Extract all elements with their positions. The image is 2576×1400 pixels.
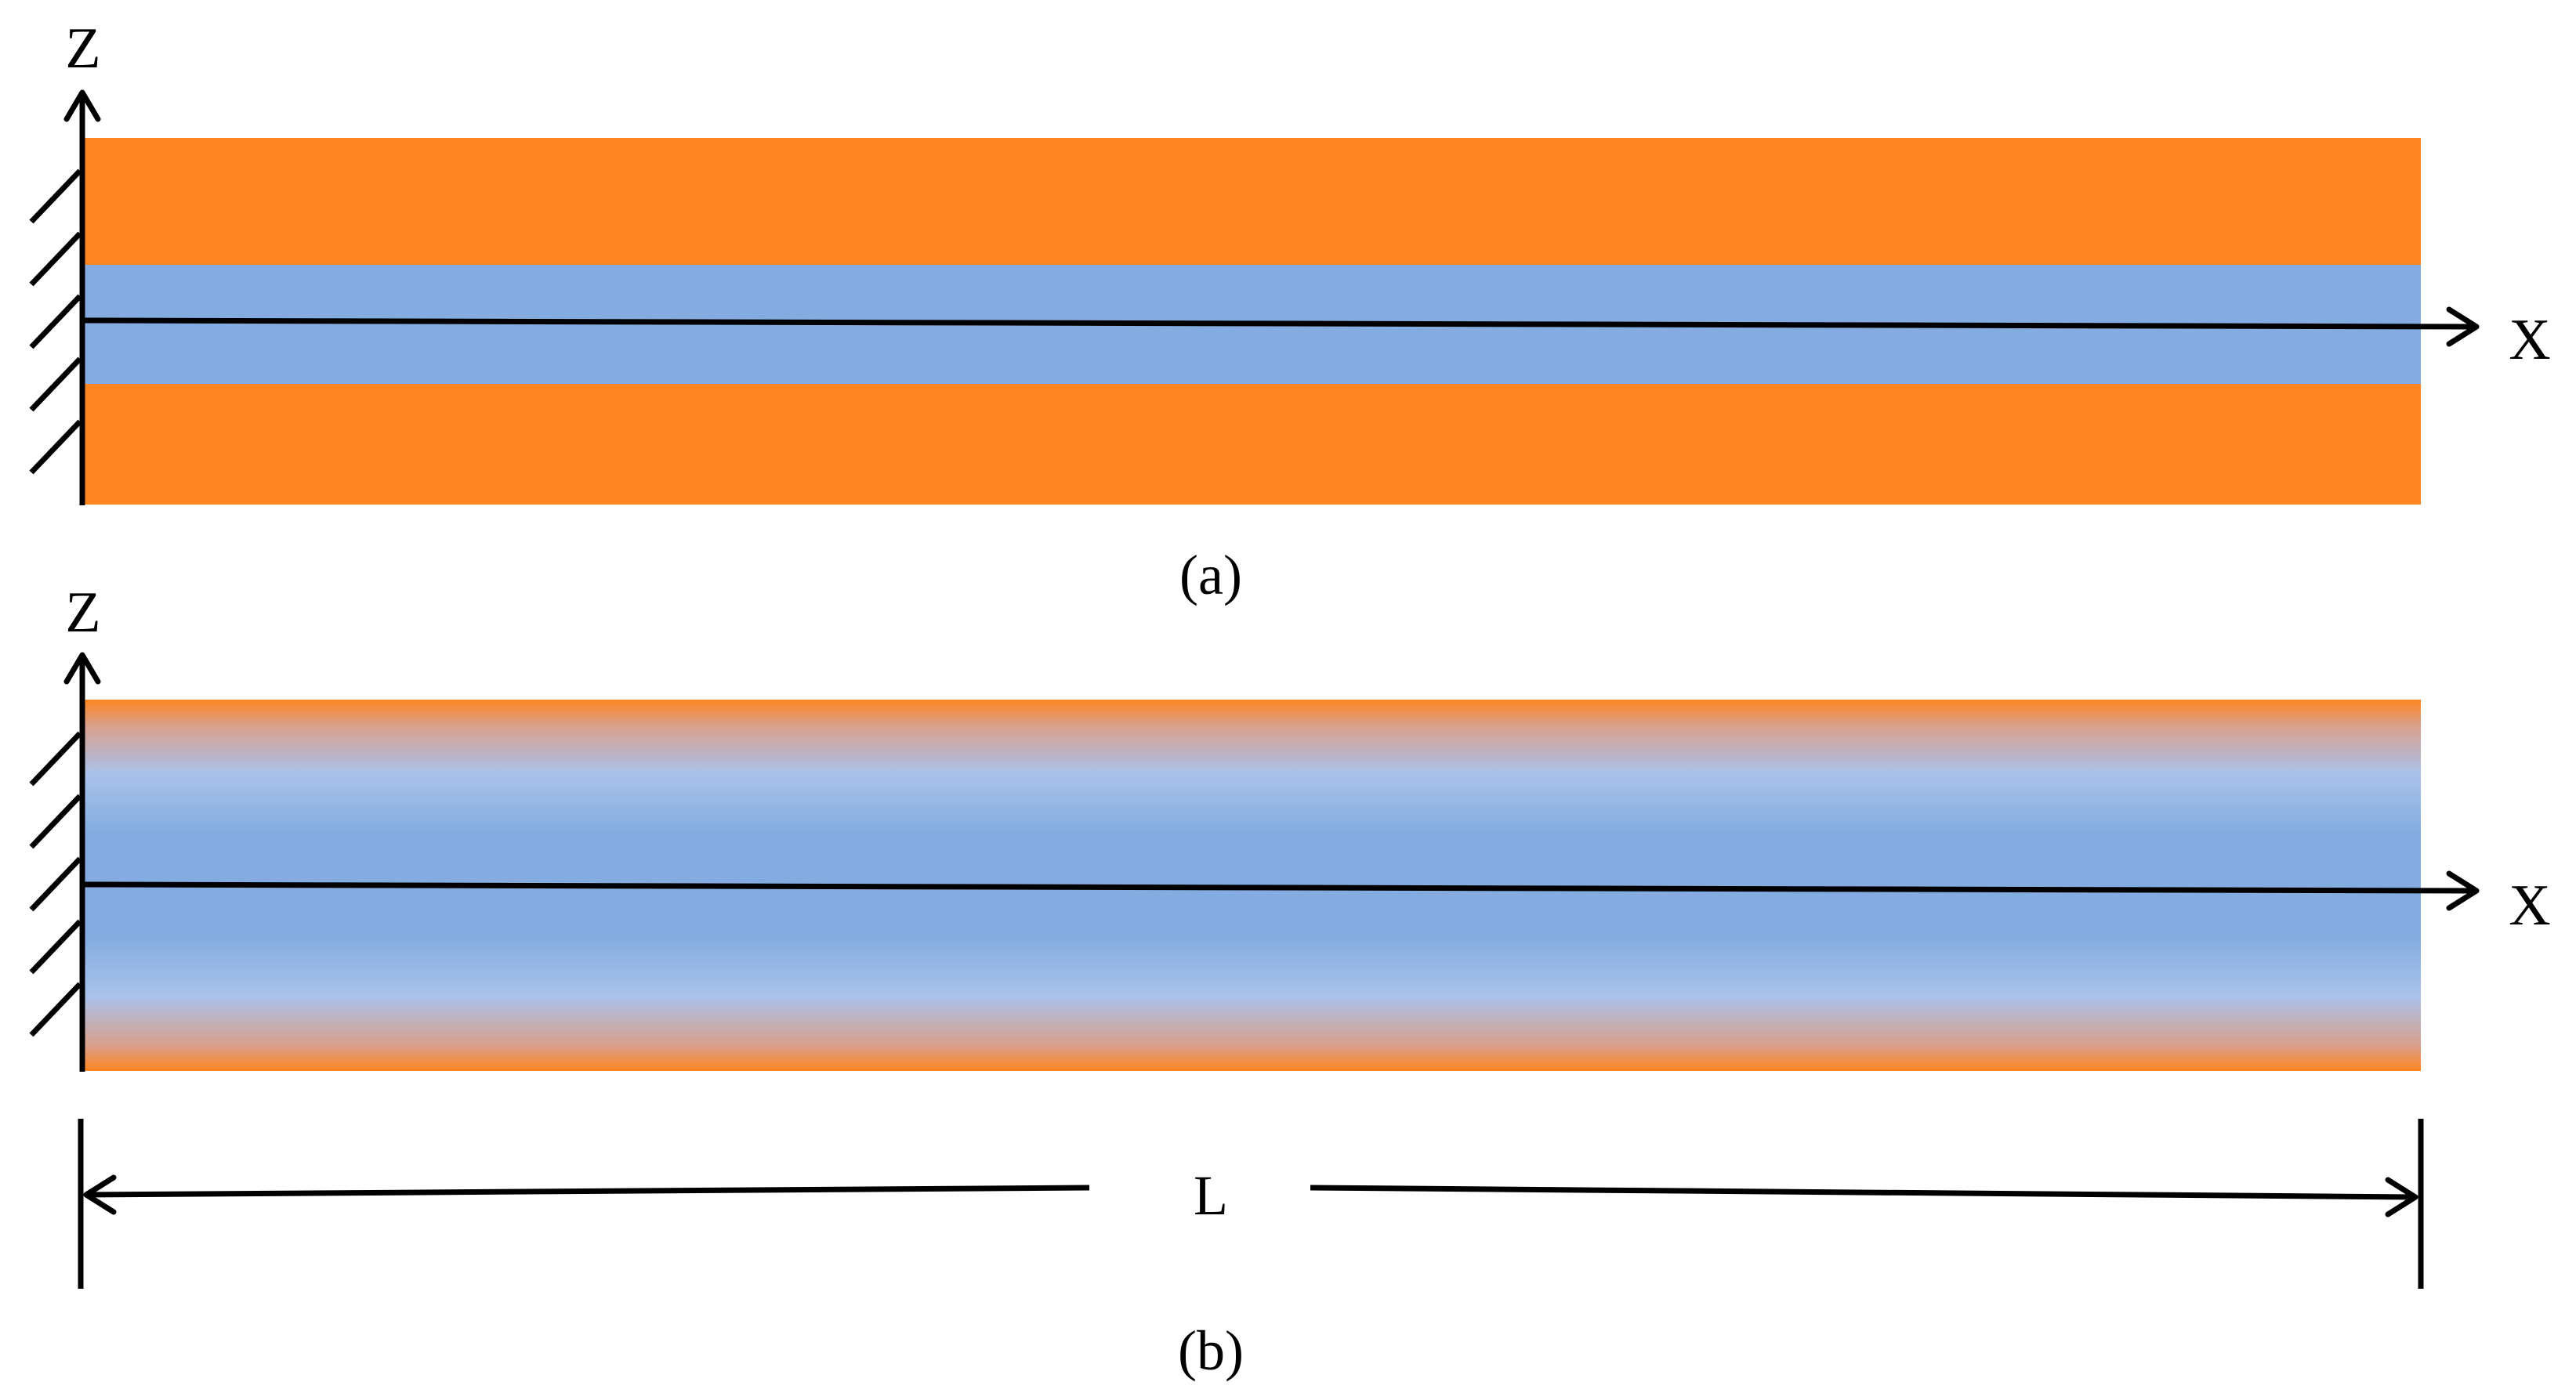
panel-a-x-arrow (2446, 306, 2480, 347)
panel-a-bottom-layer (82, 384, 2421, 505)
panel-b-x-axis-line (82, 881, 2477, 894)
panel-b-caption: (b) (1178, 1319, 1244, 1382)
panel-a-top-layer (82, 138, 2421, 265)
panel-a-x-axis-line (82, 317, 2477, 330)
panel-b: Z X (29, 581, 2551, 1072)
dimension-left-line (85, 1185, 1090, 1198)
panel-b-x-label: X (2509, 874, 2550, 938)
panel-a-x-label: X (2509, 308, 2550, 372)
dimension-left-arrow (83, 1174, 117, 1215)
dimension-right-line (1310, 1185, 2416, 1200)
panel-a: Z X (a) (29, 16, 2551, 606)
length-label: L (1194, 1164, 1228, 1227)
panel-b-fixed-support (29, 657, 85, 1072)
panel-a-z-label: Z (65, 16, 100, 81)
panel-a-z-arrow (63, 89, 101, 122)
panel-b-x-arrow (2446, 870, 2480, 911)
panel-b-z-arrow (63, 652, 101, 685)
panel-a-caption: (a) (1179, 544, 1242, 606)
dimension-right-arrow (2385, 1177, 2418, 1217)
length-dimension: L (78, 1119, 2424, 1289)
panel-a-fixed-support (29, 94, 85, 505)
panel-b-z-label: Z (65, 581, 100, 645)
